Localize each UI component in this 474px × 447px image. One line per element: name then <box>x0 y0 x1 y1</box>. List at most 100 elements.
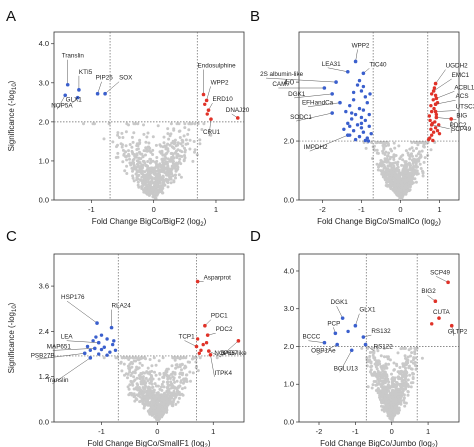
background-point <box>395 169 399 173</box>
background-point <box>146 409 150 413</box>
background-point <box>143 394 147 398</box>
background-point <box>167 167 171 171</box>
down-regulated-point <box>359 115 364 120</box>
background-point <box>378 395 381 399</box>
background-point <box>194 360 198 364</box>
background-point <box>396 160 400 164</box>
background-point <box>386 154 390 158</box>
background-point <box>128 161 132 165</box>
up-regulated-point <box>206 108 211 112</box>
background-point <box>396 183 400 187</box>
background-point <box>138 376 142 380</box>
up-regulated-point <box>208 353 213 357</box>
background-point <box>125 356 128 360</box>
background-point <box>406 390 410 394</box>
background-point <box>150 406 154 409</box>
background-point <box>397 402 400 405</box>
down-regulated-point <box>353 59 358 64</box>
background-point <box>380 408 384 412</box>
protein-label: BIG2 <box>421 288 436 295</box>
background-point <box>388 358 392 362</box>
point-cloud <box>82 122 213 200</box>
background-point <box>124 130 128 134</box>
background-point <box>130 365 134 369</box>
background-point <box>162 141 166 145</box>
up-regulated-point <box>206 349 211 353</box>
down-regulated-point <box>361 335 366 339</box>
down-regulated-point <box>109 325 114 330</box>
background-point <box>382 355 386 359</box>
background-point <box>168 143 172 147</box>
down-regulated-point <box>365 136 369 140</box>
up-regulated-point <box>205 333 210 337</box>
background-point <box>400 163 404 167</box>
background-point <box>131 383 135 387</box>
y-axis-label: Significance (-log10) <box>7 302 18 373</box>
background-point <box>402 188 406 192</box>
background-point <box>380 399 384 403</box>
annotation-leader <box>296 112 333 122</box>
background-point <box>392 403 396 407</box>
up-regulated-point <box>432 86 437 90</box>
background-point <box>158 189 162 193</box>
background-point <box>148 166 152 170</box>
protein-label: TIC40 <box>369 61 387 68</box>
up-regulated-point <box>433 109 438 114</box>
background-point <box>128 157 131 161</box>
background-point <box>148 381 152 385</box>
up-regulated-point <box>235 116 240 120</box>
background-point <box>404 366 407 370</box>
background-point <box>193 150 196 154</box>
down-regulated-point <box>365 101 369 105</box>
background-point <box>169 132 173 136</box>
x-axis-label: Fold Change BigCo/SmallF1 (log2) <box>88 439 211 447</box>
background-point <box>394 400 397 404</box>
background-point <box>170 172 174 176</box>
background-point <box>153 370 156 374</box>
background-point <box>405 167 408 171</box>
background-point <box>130 393 134 397</box>
background-point <box>412 361 416 365</box>
background-point <box>180 368 183 372</box>
background-point <box>165 407 168 411</box>
down-regulated-point <box>112 339 116 343</box>
background-point <box>116 155 120 159</box>
background-point <box>150 178 154 182</box>
background-point <box>387 407 391 411</box>
up-regulated-point <box>431 89 436 93</box>
background-point <box>186 142 190 146</box>
down-regulated-point <box>338 100 342 105</box>
background-point <box>412 169 416 173</box>
background-point <box>166 393 170 396</box>
y-tick-label: 2.0 <box>39 117 49 126</box>
down-regulated-point <box>345 133 350 137</box>
background-point <box>131 140 135 144</box>
annotation-leader <box>208 119 212 137</box>
background-point <box>166 132 170 136</box>
background-point <box>102 137 106 141</box>
background-point <box>406 162 410 166</box>
down-regulated-point <box>99 347 104 352</box>
background-point <box>396 351 400 355</box>
background-point <box>135 153 139 157</box>
background-point <box>161 163 165 167</box>
background-point <box>141 375 145 379</box>
background-point <box>111 140 115 144</box>
background-point <box>401 364 405 368</box>
background-point <box>150 181 154 185</box>
background-point <box>154 143 158 147</box>
annotation-leader <box>435 99 456 105</box>
background-point <box>144 357 147 361</box>
background-point <box>406 383 410 386</box>
background-point <box>160 411 164 415</box>
up-regulated-point <box>431 98 435 102</box>
background-point <box>408 147 412 151</box>
background-point <box>375 151 379 155</box>
background-point <box>396 163 399 167</box>
x-tick-label: 0 <box>155 427 159 436</box>
background-point <box>178 149 182 153</box>
background-point <box>144 140 148 144</box>
background-point <box>416 158 419 162</box>
panel-c: C <box>6 228 17 245</box>
